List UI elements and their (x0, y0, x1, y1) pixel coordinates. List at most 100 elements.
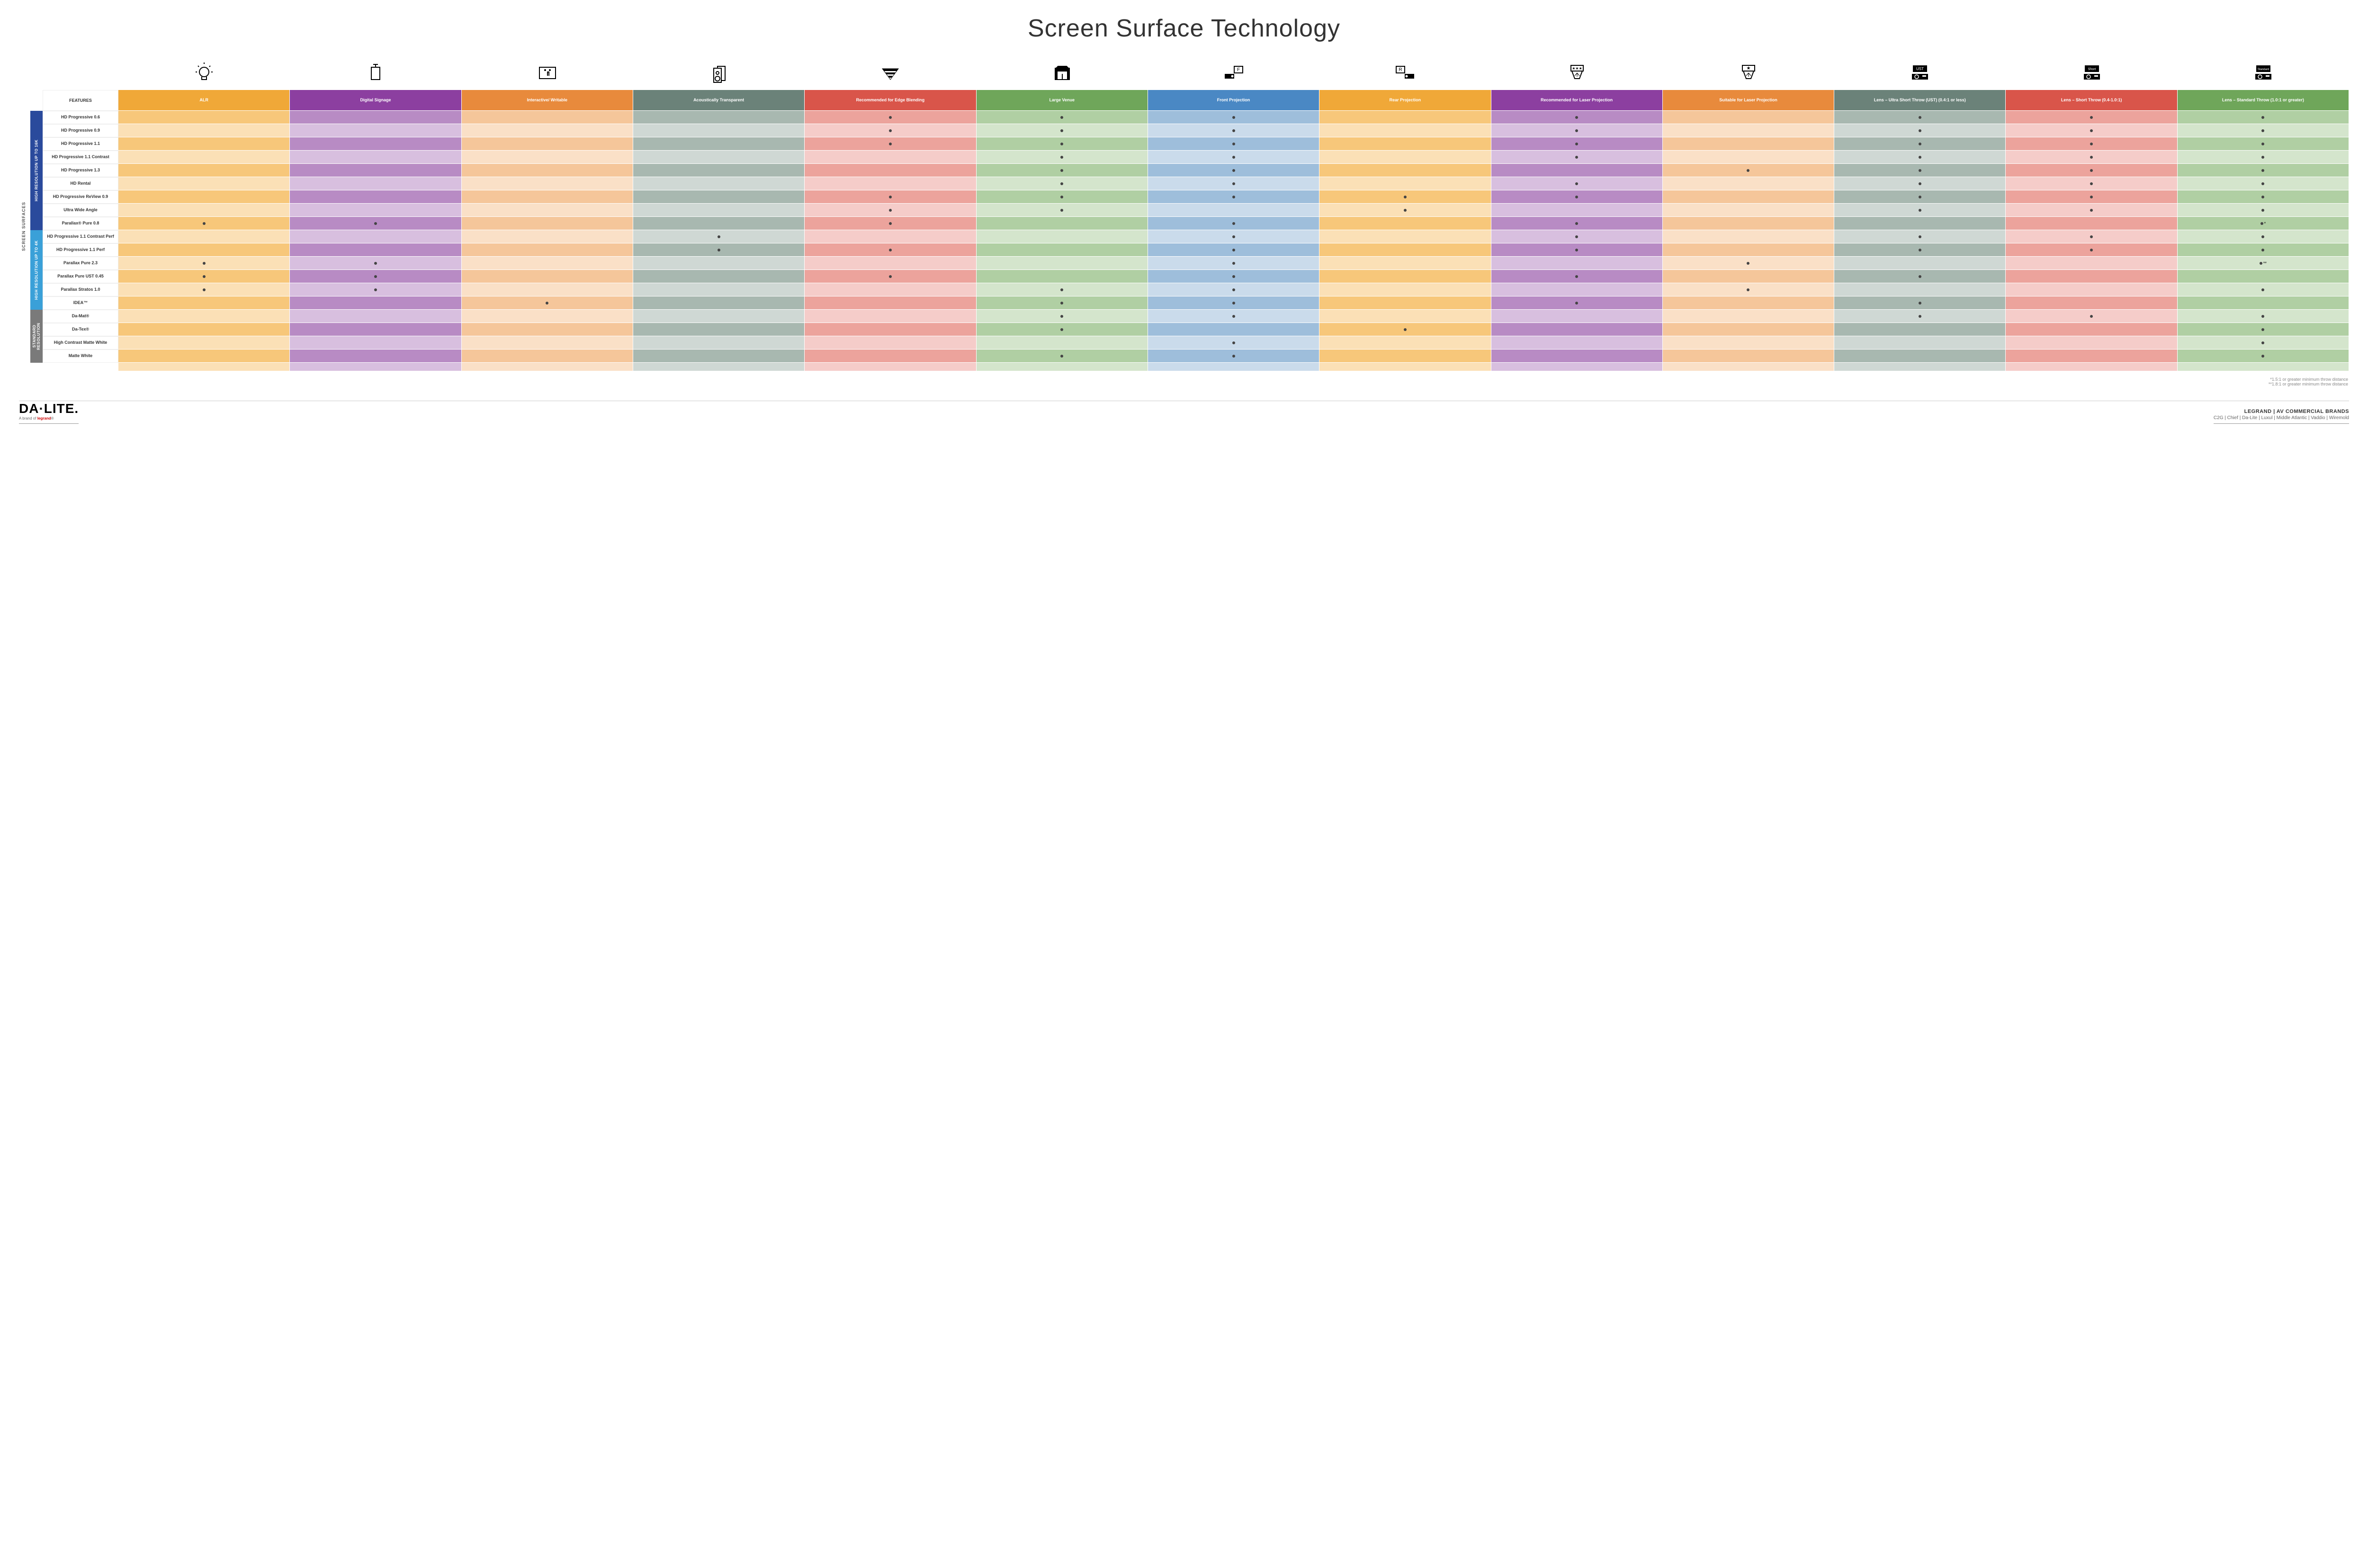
logo: DA·LITE. (19, 401, 79, 416)
cell-st (2006, 283, 2177, 296)
cell-sl (1663, 310, 1834, 323)
cell-ust (1834, 336, 2006, 349)
row-name: Da-Tex® (43, 323, 118, 336)
cell-alr (118, 310, 290, 323)
cell-st (2006, 137, 2177, 151)
cell-ds (290, 243, 461, 257)
cell-sl (1663, 336, 1834, 349)
cell-eb (805, 349, 976, 363)
icon-row: FR★★★★USTShortStandard (118, 57, 2349, 90)
brands: LEGRAND | AV COMMERCIAL BRANDS C2G | Chi… (2214, 409, 2349, 424)
cell-fp (1148, 230, 1319, 243)
cell-std (2178, 190, 2349, 204)
cell-rl (1491, 270, 1663, 283)
cell-lv (977, 283, 1148, 296)
cell-ust (1834, 177, 2006, 190)
row-name: HD Progressive 1.1 Contrast (43, 151, 118, 164)
svg-text:F: F (1237, 67, 1240, 72)
cell-st (2006, 204, 2177, 217)
cell-ust (1834, 217, 2006, 230)
cell-iw (462, 190, 633, 204)
cell-ds (290, 270, 461, 283)
cell-lv (977, 164, 1148, 177)
svg-text:Short: Short (2088, 68, 2096, 71)
group-label: STANDARD RESOLUTION (30, 310, 43, 363)
cell-lv (977, 111, 1148, 124)
cell-alr (118, 270, 290, 283)
cell-ds (290, 283, 461, 296)
cell-rl (1491, 151, 1663, 164)
cell-fp (1148, 283, 1319, 296)
touch-icon (462, 57, 633, 90)
cell-std (2178, 243, 2349, 257)
cell-iw (462, 151, 633, 164)
cell-lv (977, 177, 1148, 190)
cell-at (633, 257, 805, 270)
cell-at (633, 217, 805, 230)
cell-eb (805, 124, 976, 137)
cell-at (633, 243, 805, 257)
cell-rl (1491, 137, 1663, 151)
grid: FEATURESALRDigital SignageInteractive/ W… (43, 90, 2349, 376)
cell-ust (1834, 124, 2006, 137)
cell-rp (1319, 111, 1491, 124)
cell-rl (1491, 296, 1663, 310)
svg-text:Standard: Standard (2258, 68, 2269, 71)
cell-std (2178, 151, 2349, 164)
front-icon: F (1148, 57, 1319, 90)
blend-icon (805, 57, 976, 90)
cell-lv (977, 323, 1148, 336)
cell-iw (462, 349, 633, 363)
cell-std: * (2178, 217, 2349, 230)
cell-rp (1319, 137, 1491, 151)
cell-lv (977, 349, 1148, 363)
table-row: HD Progressive ReView 0.9 (43, 190, 2349, 204)
cell-rp (1319, 296, 1491, 310)
col-header-st: Lens – Short Throw (0.4-1.0:1) (2006, 90, 2177, 111)
cell-rl (1491, 177, 1663, 190)
cell-st (2006, 349, 2177, 363)
cell-ust (1834, 243, 2006, 257)
cell-rl (1491, 111, 1663, 124)
cell-rl (1491, 204, 1663, 217)
cell-sl (1663, 164, 1834, 177)
cell-rp (1319, 204, 1491, 217)
cell-iw (462, 204, 633, 217)
row-name: HD Progressive ReView 0.9 (43, 190, 118, 204)
cell-fp (1148, 257, 1319, 270)
cell-rl (1491, 310, 1663, 323)
cell-ust (1834, 137, 2006, 151)
cell-ust (1834, 310, 2006, 323)
cell-lv (977, 190, 1148, 204)
row-name: IDEA™ (43, 296, 118, 310)
footnote-2: **1.8:1 or greater minimum throw distanc… (19, 382, 2348, 386)
group-labels: HIGH RESOLUTION UP TO 16KHIGH RESOLUTION… (30, 90, 43, 376)
row-name: HD Progressive 1.1 Perf (43, 243, 118, 257)
cell-rl (1491, 257, 1663, 270)
cell-rp (1319, 164, 1491, 177)
cell-st (2006, 243, 2177, 257)
cell-alr (118, 137, 290, 151)
table-row: Parallax Stratos 1.0 (43, 283, 2349, 296)
cell-alr (118, 190, 290, 204)
speaker-icon (633, 57, 805, 90)
cell-lv (977, 124, 1148, 137)
cell-st (2006, 124, 2177, 137)
cell-alr (118, 323, 290, 336)
cell-ds (290, 323, 461, 336)
cell-iw (462, 111, 633, 124)
cell-std (2178, 177, 2349, 190)
cell-lv (977, 257, 1148, 270)
cell-alr (118, 177, 290, 190)
standard-icon: Standard (2178, 57, 2349, 90)
cell-rl (1491, 336, 1663, 349)
footnote-1: *1.5:1 or greater minimum throw distance (19, 377, 2348, 382)
cell-rp (1319, 243, 1491, 257)
cell-st (2006, 111, 2177, 124)
cell-sl (1663, 243, 1834, 257)
cell-ust (1834, 270, 2006, 283)
col-header-std: Lens – Standard Throw (1.0:1 or greater) (2178, 90, 2349, 111)
col-header-ust: Lens – Ultra Short Throw (UST) (0.4:1 or… (1834, 90, 2006, 111)
cell-fp (1148, 111, 1319, 124)
cell-ds (290, 190, 461, 204)
